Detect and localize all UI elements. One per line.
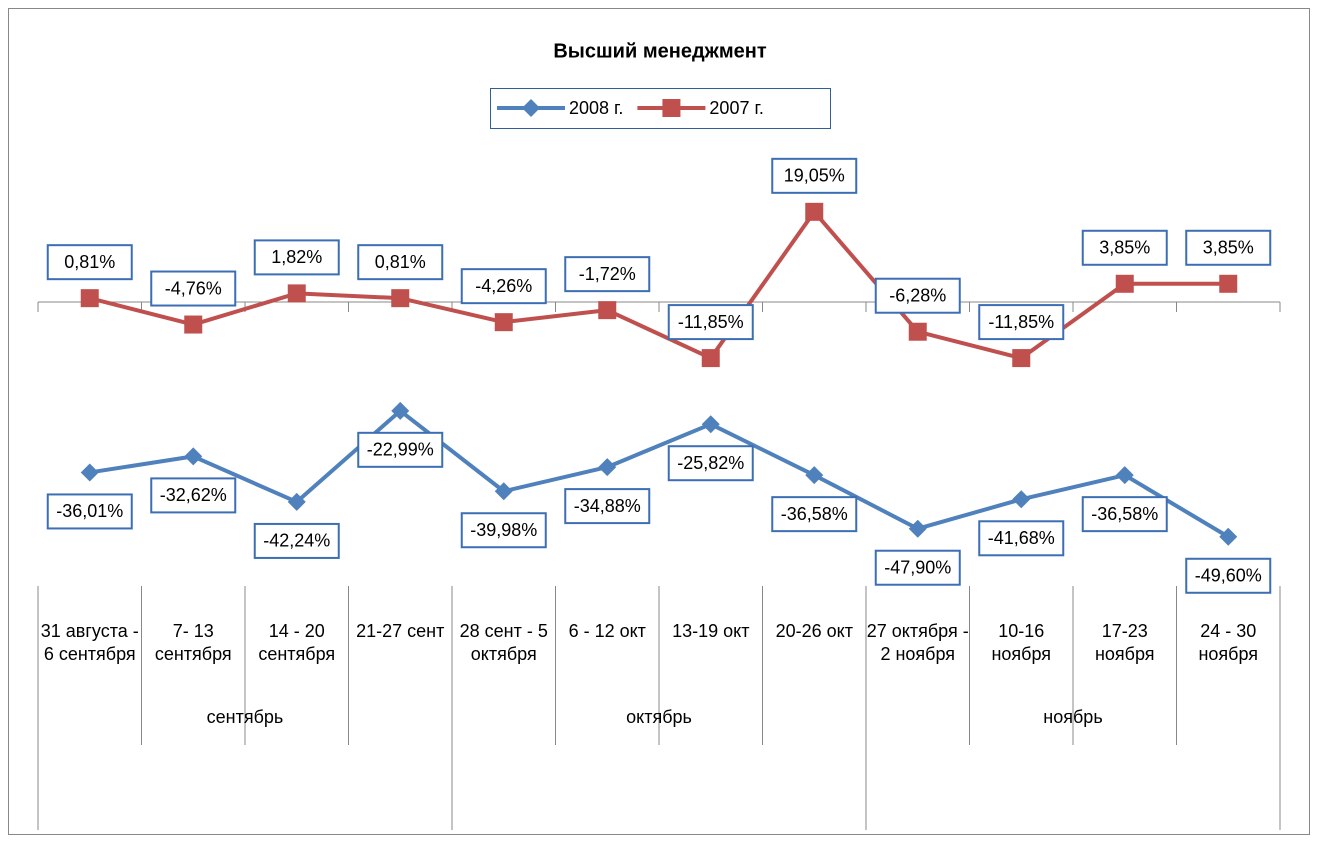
marker xyxy=(805,202,824,221)
data-label-box xyxy=(1081,496,1168,533)
x-tick-label: 6 - 12 окт xyxy=(568,621,646,641)
marker xyxy=(1219,274,1238,293)
marker xyxy=(184,315,203,334)
marker xyxy=(908,322,927,341)
data-label: -42,24% xyxy=(263,531,330,551)
marker xyxy=(1219,527,1238,546)
data-label-box xyxy=(564,488,651,525)
data-label-box xyxy=(874,549,961,586)
data-label: -34,88% xyxy=(574,496,641,516)
marker xyxy=(1115,466,1134,485)
data-label: -36,58% xyxy=(1091,504,1158,524)
data-label: -11,85% xyxy=(988,312,1054,332)
data-label-box xyxy=(564,256,651,293)
data-label: 1,82% xyxy=(271,247,322,267)
data-label: 0,81% xyxy=(375,252,426,272)
series-line xyxy=(89,209,1229,361)
marker xyxy=(701,415,720,434)
data-label: -11,85% xyxy=(678,312,744,332)
data-label: 19,05% xyxy=(784,166,845,186)
data-label-box xyxy=(357,244,444,281)
legend-label: 2007 г. xyxy=(709,98,763,118)
x-tick-label: 31 августа - 6 сентября xyxy=(40,621,139,664)
data-label: -36,58% xyxy=(781,504,848,524)
x-tick-label: 14 - 20 сентября xyxy=(258,621,336,664)
data-label-box xyxy=(667,445,754,482)
x-tick-label: 27 октября - 2 ноября xyxy=(866,621,969,664)
data-label-box xyxy=(46,244,133,281)
data-label: -49,60% xyxy=(1195,566,1262,586)
marker xyxy=(805,466,824,485)
data-label-box xyxy=(1081,229,1168,266)
data-label: -1,72% xyxy=(579,264,636,284)
x-tick-label: 24 - 30 ноября xyxy=(1198,621,1259,664)
marker xyxy=(184,447,203,466)
data-label: -6,28% xyxy=(889,285,946,305)
marker xyxy=(598,301,617,320)
marker xyxy=(701,349,720,368)
x-tick-label: 21-27 сент xyxy=(356,621,445,641)
data-label-box xyxy=(150,477,237,514)
x-tick-label: 17-23 ноября xyxy=(1094,621,1155,664)
marker xyxy=(494,482,513,501)
data-label-box xyxy=(253,239,340,276)
marker xyxy=(391,401,410,420)
data-label-box xyxy=(357,431,444,468)
data-label: -39,98% xyxy=(470,520,537,540)
marker xyxy=(908,519,927,538)
marker xyxy=(1012,490,1031,509)
data-label-box xyxy=(1185,557,1272,594)
marker xyxy=(391,289,410,308)
data-label: 3,85% xyxy=(1099,238,1150,258)
data-label-box xyxy=(460,512,547,549)
data-label: -25,82% xyxy=(677,453,744,473)
x-tick-label: 20-26 окт xyxy=(775,621,853,641)
x-tick-label: 28 сент - 5 октября xyxy=(459,621,548,664)
data-label: -36,01% xyxy=(56,501,123,521)
data-label-box xyxy=(46,493,133,530)
marker xyxy=(1115,274,1134,293)
series-line xyxy=(89,408,1230,539)
marker xyxy=(80,463,99,482)
group-label: ноябрь xyxy=(1043,707,1103,727)
marker xyxy=(1012,349,1031,368)
x-tick-label: 7- 13 сентября xyxy=(154,621,232,664)
data-label: 3,85% xyxy=(1203,238,1254,258)
data-label-box xyxy=(874,277,961,314)
chart-title: Высший менеджмент xyxy=(553,40,766,62)
group-label: октябрь xyxy=(626,707,692,727)
legend-marker xyxy=(522,99,540,117)
data-label: -4,76% xyxy=(165,278,222,298)
data-label-box xyxy=(460,268,547,305)
data-label-box xyxy=(1185,229,1272,266)
data-label: -22,99% xyxy=(367,440,434,460)
data-label-box xyxy=(978,304,1065,341)
data-label: -47,90% xyxy=(884,557,951,577)
data-label-box xyxy=(978,520,1065,557)
data-label-box xyxy=(771,496,858,533)
data-label: 0,81% xyxy=(64,252,115,272)
data-label: -4,26% xyxy=(475,276,532,296)
marker xyxy=(287,492,306,511)
data-label-box xyxy=(253,522,340,559)
data-label: -32,62% xyxy=(160,485,227,505)
x-tick-label: 13-19 окт xyxy=(672,621,750,641)
marker xyxy=(80,289,99,308)
data-label-box xyxy=(771,157,858,194)
legend-marker xyxy=(662,99,681,117)
marker xyxy=(598,458,617,477)
group-label: сентябрь xyxy=(206,707,284,727)
data-label-box xyxy=(150,270,237,307)
x-tick-label: 10-16 ноября xyxy=(991,621,1052,664)
data-label-box xyxy=(667,304,754,341)
marker xyxy=(287,284,306,303)
legend-label: 2008 г. xyxy=(569,98,623,118)
marker xyxy=(494,313,513,332)
data-label: -41,68% xyxy=(988,528,1055,548)
